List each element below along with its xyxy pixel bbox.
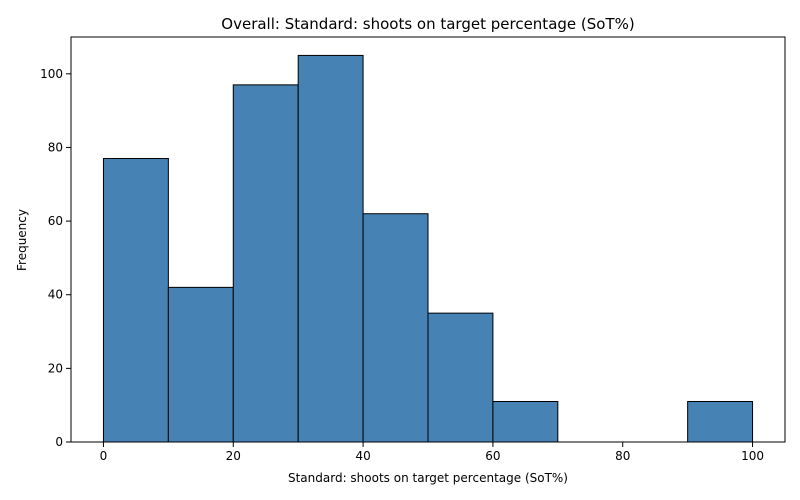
histogram-bar-5 bbox=[427, 312, 494, 443]
bars-group bbox=[102, 54, 754, 443]
y-axis-ticks: 0 20 40 60 80 100 bbox=[40, 67, 71, 449]
y-tick-label-2: 40 bbox=[48, 288, 63, 302]
histogram-bar-3 bbox=[297, 54, 364, 443]
histogram-bar-6 bbox=[492, 401, 559, 443]
x-tick-label-5: 100 bbox=[741, 449, 764, 463]
x-tick-label-1: 20 bbox=[226, 449, 241, 463]
chart-title: Overall: Standard: shoots on target perc… bbox=[221, 15, 634, 33]
x-axis-label: Standard: shoots on target percentage (S… bbox=[288, 471, 568, 485]
x-tick-label-2: 40 bbox=[355, 449, 370, 463]
histogram-bar-4 bbox=[362, 213, 429, 443]
y-tick-label-4: 80 bbox=[48, 140, 63, 154]
y-tick-label-3: 60 bbox=[48, 214, 63, 228]
histogram-bar-0 bbox=[102, 158, 169, 443]
plot-frame bbox=[70, 36, 786, 443]
histogram-bar-2 bbox=[232, 84, 299, 443]
x-axis-ticks: 0 20 40 60 80 100 bbox=[100, 442, 764, 463]
y-tick-label-0: 0 bbox=[55, 435, 63, 449]
x-tick-label-3: 60 bbox=[485, 449, 500, 463]
x-tick-label-0: 0 bbox=[100, 449, 108, 463]
histogram-bar-1 bbox=[167, 286, 234, 443]
y-axis-label: Frequency bbox=[15, 209, 29, 271]
x-tick-label-4: 80 bbox=[615, 449, 630, 463]
y-tick-label-5: 100 bbox=[40, 67, 63, 81]
histogram-bar-9 bbox=[687, 401, 754, 443]
y-tick-label-1: 20 bbox=[48, 361, 63, 375]
